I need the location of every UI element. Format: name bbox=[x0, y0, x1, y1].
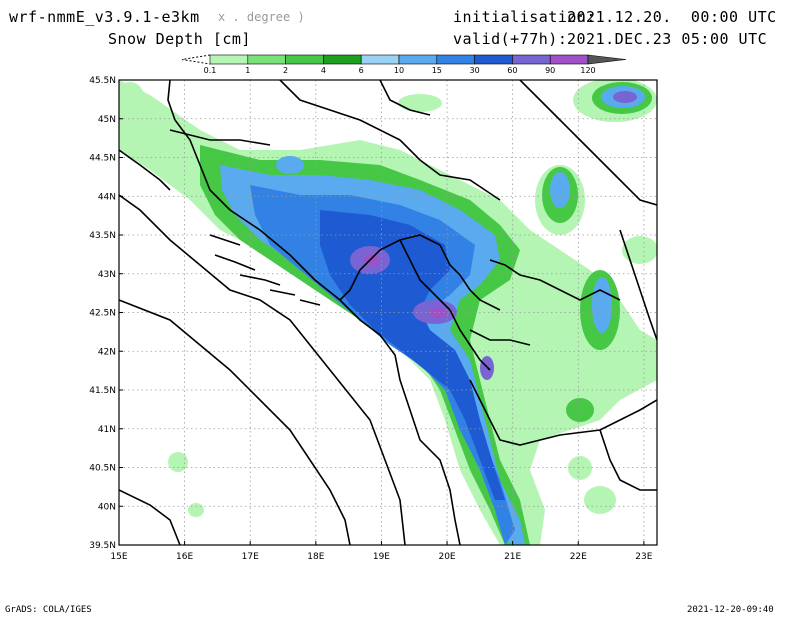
colorbar-swatch bbox=[512, 54, 551, 65]
x-tick-label: 23E bbox=[635, 552, 652, 562]
x-tick-label: 22E bbox=[570, 552, 587, 562]
x-tick-label: 19E bbox=[373, 552, 390, 562]
y-tick-label: 42.5N bbox=[89, 309, 116, 319]
model-title: wrf-nmmE_v3.9.1-e3km bbox=[9, 8, 200, 26]
y-tick-label: 39.5N bbox=[89, 541, 116, 551]
x-tick-label: 20E bbox=[438, 552, 455, 562]
y-tick-label: 41.5N bbox=[89, 386, 116, 396]
y-tick-label: 44.5N bbox=[89, 154, 116, 164]
init-value: 2021.12.20. 00:00 UTC bbox=[567, 8, 777, 26]
y-tick-label: 42N bbox=[98, 347, 116, 357]
init-label: initialisation: bbox=[453, 8, 596, 26]
colorbar-lower-arrow bbox=[181, 54, 211, 65]
colorbar-swatch bbox=[474, 54, 513, 65]
x-tick-label: 15E bbox=[110, 552, 127, 562]
colorbar-swatch bbox=[398, 54, 438, 65]
colorbar-swatch bbox=[247, 54, 286, 65]
colorbar-swatch bbox=[285, 54, 324, 65]
variable-title: Snow Depth [cm] bbox=[108, 30, 251, 48]
colorbar-level-label: 90 bbox=[545, 66, 555, 75]
colorbar-level-label: 120 bbox=[580, 66, 595, 75]
y-tick-label: 45N bbox=[98, 115, 116, 125]
colorbar-upper-arrow bbox=[587, 54, 627, 65]
colorbar-level-label: 15 bbox=[432, 66, 442, 75]
x-tick-label: 21E bbox=[504, 552, 521, 562]
snow-field bbox=[119, 80, 657, 545]
x-tick-label: 16E bbox=[176, 552, 193, 562]
colorbar-swatch bbox=[209, 54, 249, 65]
colorbar-swatch bbox=[360, 54, 400, 65]
colorbar-level-label: 6 bbox=[359, 66, 364, 75]
colorbar-swatch bbox=[323, 54, 362, 65]
colorbar-level-label: 60 bbox=[507, 66, 517, 75]
colorbar-level-label: 1 bbox=[245, 66, 250, 75]
y-axis: 45.5N 45N 44.5N 44N 43.5N 43N 42.5N 42N 41.5N 41N… bbox=[89, 76, 123, 551]
y-tick-label: 40.5N bbox=[89, 464, 116, 474]
colorbar: 0.1 1 2 4 6 10 15 30 60 90 120 bbox=[181, 54, 627, 75]
y-tick-label: 45.5N bbox=[89, 76, 116, 86]
footer-credit: GrADS: COLA/IGES bbox=[5, 605, 92, 615]
projection-note: x . degree ) bbox=[218, 10, 305, 24]
y-tick-label: 41N bbox=[98, 425, 116, 435]
colorbar-swatch bbox=[549, 54, 589, 65]
x-tick-label: 18E bbox=[307, 552, 324, 562]
valid-label: valid(+77h): bbox=[453, 30, 568, 48]
colorbar-level-label: 0.1 bbox=[204, 66, 217, 75]
colorbar-level-label: 10 bbox=[394, 66, 404, 75]
country-borders bbox=[169, 80, 657, 491]
y-tick-label: 44N bbox=[98, 192, 116, 202]
x-tick-label: 17E bbox=[242, 552, 259, 562]
footer-timestamp: 2021-12-20-09:40 bbox=[687, 605, 774, 615]
colorbar-level-label: 2 bbox=[283, 66, 288, 75]
x-axis: 15E 16E 17E 18E 19E 20E 21E 22E 23E bbox=[110, 541, 653, 562]
y-tick-label: 40N bbox=[98, 502, 116, 512]
valid-value: 2021.DEC.23 05:00 UTC bbox=[567, 30, 768, 48]
colorbar-level-label: 30 bbox=[470, 66, 480, 75]
y-tick-label: 43N bbox=[98, 270, 116, 280]
colorbar-swatch bbox=[436, 54, 475, 65]
colorbar-level-label: 4 bbox=[321, 66, 326, 75]
y-tick-label: 43.5N bbox=[89, 231, 116, 241]
